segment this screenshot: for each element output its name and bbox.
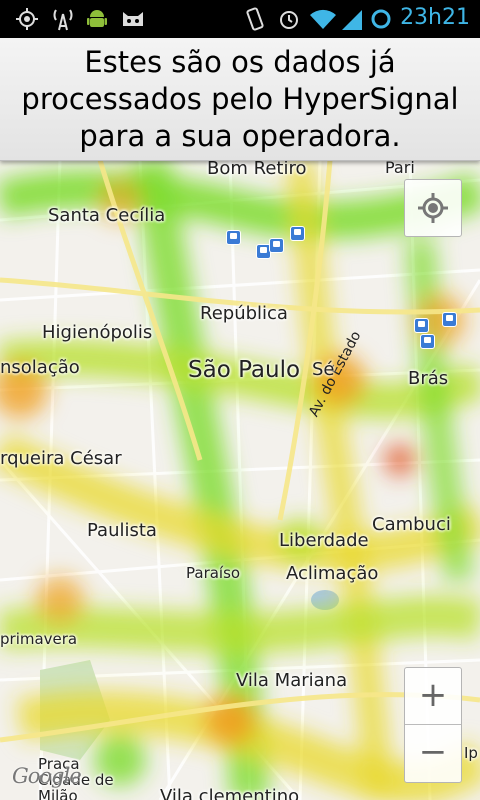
android-icon xyxy=(87,10,107,27)
place-label: Ip xyxy=(464,744,478,762)
zoom-out-button[interactable]: − xyxy=(418,732,448,772)
place-label: Vila clementino xyxy=(160,786,300,800)
place-label: Paraíso xyxy=(186,564,241,582)
transit-stop-icon[interactable] xyxy=(442,312,457,327)
place-label: primavera xyxy=(0,630,78,648)
vibrate-icon xyxy=(246,7,264,31)
place-label: Brás xyxy=(408,368,449,389)
place-label: Sé xyxy=(312,359,335,380)
lake xyxy=(311,590,339,610)
place-label: Praça Cidade de Milão xyxy=(38,755,114,800)
transit-stop-icon[interactable] xyxy=(269,238,284,253)
place-label: Bom Retiro xyxy=(207,160,307,179)
alarm-icon xyxy=(280,11,298,29)
place-label: Pari xyxy=(385,160,415,177)
place-label: Paulista xyxy=(87,520,157,541)
my-location-button[interactable] xyxy=(404,179,462,237)
battery-ring-icon xyxy=(371,9,391,29)
signal-tower-icon xyxy=(53,9,73,31)
gps-icon xyxy=(16,8,38,30)
city-label: São Paulo xyxy=(188,357,301,383)
place-label: Vila Mariana xyxy=(236,670,348,691)
zoom-controls: + − xyxy=(404,667,462,783)
google-logo: Google xyxy=(12,764,82,788)
transit-stop-icon[interactable] xyxy=(414,318,429,333)
my-location-icon xyxy=(418,193,448,223)
transit-stop-icon[interactable] xyxy=(420,334,435,349)
clock: 23h21 xyxy=(400,5,470,30)
place-label: rqueira César xyxy=(0,448,122,469)
place-label: Santa Cecília xyxy=(48,205,166,226)
place-label: Cambuci xyxy=(372,514,451,535)
place-label: Liberdade xyxy=(279,530,369,551)
status-bar: 23h21 xyxy=(0,0,480,38)
info-banner: Estes são os dados já processados pelo H… xyxy=(0,38,480,161)
transit-stop-icon[interactable] xyxy=(226,230,241,245)
place-label: Aclimação xyxy=(286,563,379,584)
cell-signal-icon xyxy=(342,10,362,30)
wifi-icon xyxy=(310,9,336,29)
place-label: Higienópolis xyxy=(42,322,153,343)
banner-text: Estes são os dados já processados pelo H… xyxy=(21,45,459,153)
cyanogen-icon xyxy=(123,12,143,26)
place-label: nsolação xyxy=(0,357,80,378)
zoom-in-button[interactable]: + xyxy=(405,668,461,725)
transit-stop-icon[interactable] xyxy=(290,226,305,241)
place-label: República xyxy=(200,303,288,324)
